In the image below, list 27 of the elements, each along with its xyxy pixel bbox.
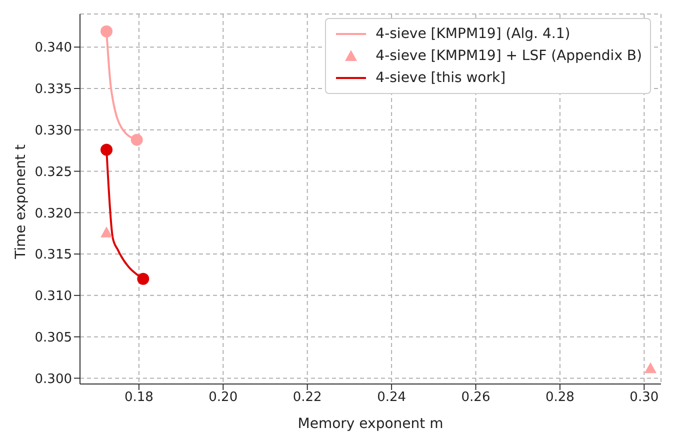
point — [100, 25, 113, 38]
point — [644, 362, 656, 374]
y-tick-label: 0.335 — [34, 82, 72, 98]
y-tick-label: 0.300 — [34, 372, 72, 387]
legend-label: 4-sieve [KMPM19] (Alg. 4.1) — [376, 25, 570, 44]
point — [100, 144, 113, 156]
x-tick-label: 0.22 — [292, 390, 322, 406]
y-tick-label: 0.340 — [34, 40, 72, 56]
point — [100, 226, 113, 238]
y-tick-label: 0.320 — [34, 206, 72, 222]
y-tick-label: 0.310 — [34, 289, 72, 304]
y-tick-label: 0.325 — [34, 164, 72, 180]
x-tick-label: 0.26 — [461, 390, 490, 406]
x-tick-label: 0.20 — [208, 390, 238, 406]
x-axis-title: Memory exponent m — [298, 416, 444, 432]
y-tick-label: 0.315 — [34, 248, 72, 263]
x-tick-label: 0.28 — [545, 390, 574, 406]
legend-label: 4-sieve [this work] — [376, 69, 506, 88]
y-axis-title: Time exponent t — [12, 144, 29, 260]
y-tick-label: 0.330 — [34, 124, 72, 138]
y-tick-label: 0.305 — [34, 330, 72, 346]
point — [137, 272, 150, 285]
legend-label: 4-sieve [KMPM19] + LSF (Appendix B) — [376, 47, 642, 66]
x-tick-label: 0.24 — [377, 390, 406, 406]
x-tick-label: 0.30 — [630, 390, 659, 406]
point — [130, 134, 143, 146]
x-tick-label: 0.18 — [124, 390, 154, 406]
